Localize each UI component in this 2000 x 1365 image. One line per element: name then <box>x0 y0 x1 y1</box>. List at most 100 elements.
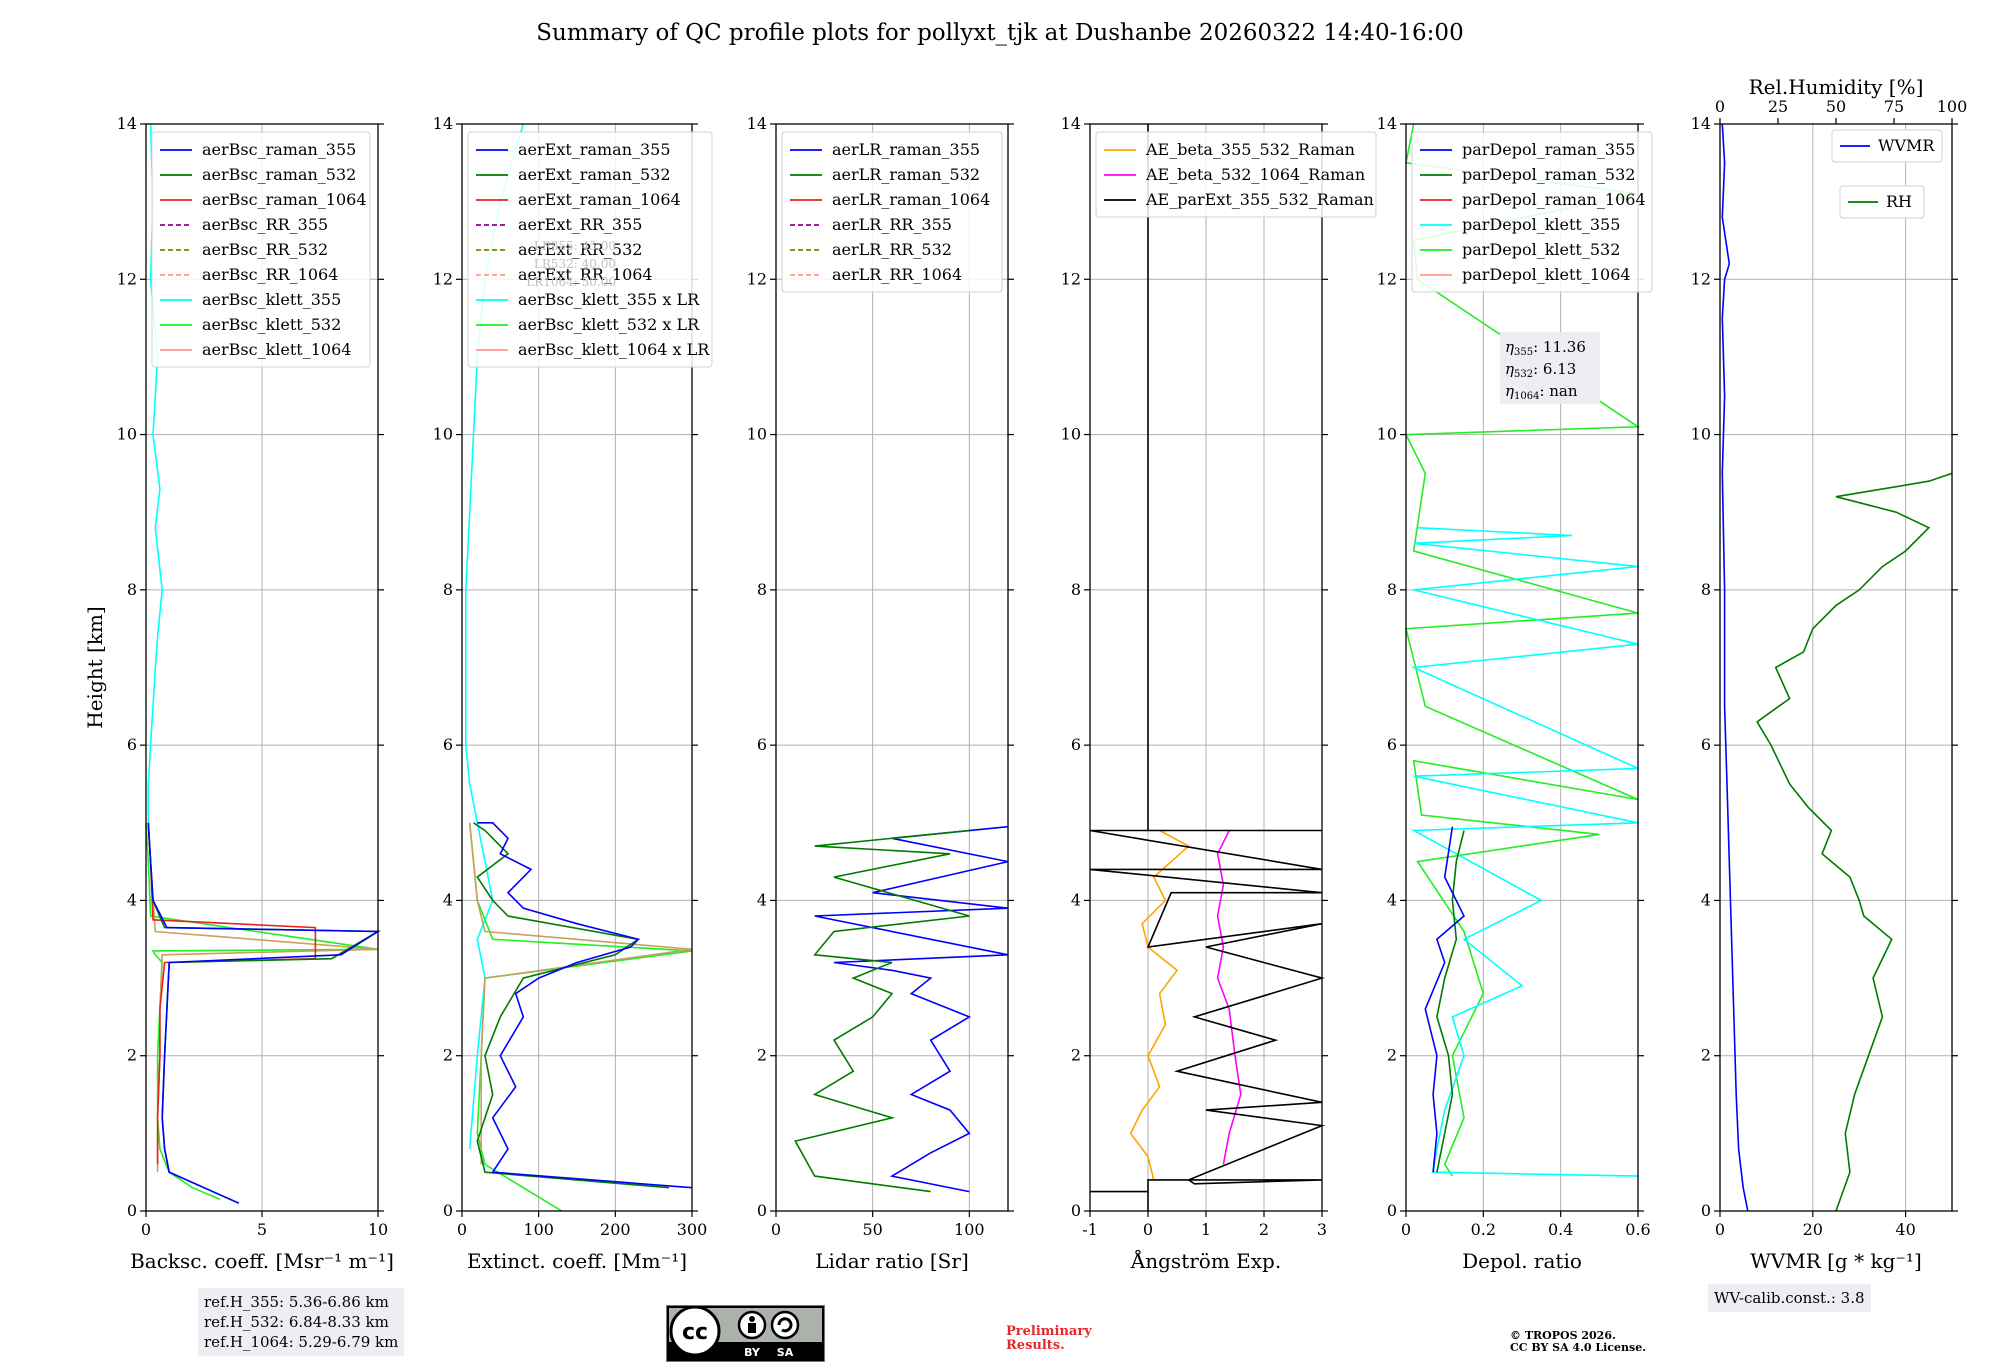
y-tick-label: 10 <box>747 425 767 444</box>
legend-box <box>1831 129 1943 163</box>
y-tick-label: 14 <box>1061 114 1081 133</box>
by-person-head <box>749 1316 755 1322</box>
axes-frame <box>1405 123 1639 1212</box>
y-tick-label: 4 <box>1701 890 1711 909</box>
ref-height-1064: ref.H_1064: 5.29-6.79 km <box>204 1333 399 1351</box>
y-tick-label: 2 <box>1701 1046 1711 1065</box>
y-tick-label: 8 <box>1071 580 1081 599</box>
y-tick-label: 10 <box>1061 425 1081 444</box>
eta-box <box>1500 332 1600 404</box>
legend-label: aerBsc_klett_532 <box>202 315 341 334</box>
legend-label: parDepol_raman_532 <box>1462 165 1635 184</box>
y-tick-label: 0 <box>1387 1201 1397 1220</box>
legend-box <box>1411 131 1653 293</box>
y-tick-label: 0 <box>757 1201 767 1220</box>
legend-box <box>1095 131 1377 218</box>
series-line-RH <box>1756 472 1953 1212</box>
sa-arrow-icon <box>777 1317 793 1333</box>
series-line-AE_beta_355_532_Raman <box>1129 829 1190 1181</box>
y-tick-label: 14 <box>747 114 767 133</box>
legend-label: parDepol_klett_1064 <box>1462 265 1631 284</box>
legend-label: aerBsc_raman_1064 <box>202 190 367 209</box>
y-tick-label: 6 <box>443 735 453 754</box>
y-tick-label: 6 <box>1701 735 1711 754</box>
series-line-aerLR_raman_355 <box>814 825 1009 1193</box>
panel-extinction <box>456 123 713 1217</box>
y-axis-label: Height [km] <box>83 606 107 728</box>
y-tick-label: 14 <box>1691 114 1711 133</box>
x-tick-label: 0 <box>1715 1220 1725 1239</box>
cc-logo-icon <box>669 1305 721 1357</box>
y-tick-label: 4 <box>757 890 767 909</box>
y-tick-label: 2 <box>443 1046 453 1065</box>
y-tick-label: 4 <box>443 890 453 909</box>
series-line-klett_532 <box>468 822 693 1212</box>
y-tick-label: 6 <box>127 735 137 754</box>
legend-label: aerLR_RR_1064 <box>832 265 962 284</box>
legend-label: aerBsc_raman_532 <box>202 165 356 184</box>
legend-label: aerBsc_RR_1064 <box>202 265 338 284</box>
x-tick-label: 0.6 <box>1625 1220 1650 1239</box>
x-axis-label: WVMR [g * kg⁻¹] <box>1750 1249 1922 1273</box>
lr-note: LR355: 45.00 <box>534 239 616 253</box>
legend-label: parDepol_klett_355 <box>1462 215 1620 234</box>
sa-share-icon <box>770 1310 800 1340</box>
panel-water_vapor <box>1714 118 1958 1217</box>
y-tick-label: 12 <box>747 269 767 288</box>
y-tick-label: 2 <box>1387 1046 1397 1065</box>
y-tick-label: 10 <box>1691 425 1711 444</box>
figure-title: Summary of QC profile plots for pollyxt_… <box>536 20 1464 46</box>
lr-note: LR532: 40.00 <box>534 257 616 271</box>
x-tick-label: 20 <box>1803 1220 1823 1239</box>
reference-height-box: ref.H_355: 5.36-6.86 km ref.H_532: 6.84-… <box>198 1288 405 1356</box>
x-tick-label: 0.4 <box>1548 1220 1573 1239</box>
y-tick-label: 6 <box>1387 735 1397 754</box>
axes-frame <box>461 123 693 1212</box>
panel-lidar_ratio <box>770 123 1014 1217</box>
x-tick-label: 0 <box>141 1220 151 1239</box>
y-tick-label: 12 <box>1691 269 1711 288</box>
top-x-tick-label: 25 <box>1768 97 1788 116</box>
cc-logo-text: cc <box>682 1320 708 1345</box>
x-axis-label: Lidar ratio [Sr] <box>815 1249 969 1273</box>
x-tick-label: -1 <box>1082 1220 1098 1239</box>
x-tick-label: 0 <box>457 1220 467 1239</box>
x-tick-label: 300 <box>677 1220 708 1239</box>
preliminary-line-2: Results. <box>1006 1338 1065 1353</box>
y-tick-label: 6 <box>1071 735 1081 754</box>
legend-label: aerLR_RR_532 <box>832 240 952 259</box>
top-axis-label: Rel.Humidity [%] <box>1749 75 1924 99</box>
legend-box <box>1839 185 1925 219</box>
legend-label: AE_parExt_355_532_Raman <box>1145 190 1374 209</box>
wv-calibration-box: WV-calib.const.: 3.8 <box>1708 1284 1871 1312</box>
by-person-body <box>748 1323 756 1333</box>
legend-label: RH <box>1886 192 1912 211</box>
x-tick-label: 2 <box>1259 1220 1269 1239</box>
legend-label: aerExt_RR_355 <box>518 215 642 234</box>
legend-label: aerLR_RR_355 <box>832 215 952 234</box>
y-tick-label: 2 <box>757 1046 767 1065</box>
copyright-line-1: © TROPOS 2026. <box>1510 1329 1616 1342</box>
legend-label: aerBsc_klett_355 x LR <box>518 290 700 309</box>
y-tick-label: 10 <box>1377 425 1397 444</box>
y-tick-label: 12 <box>433 269 453 288</box>
series-line-parDepol_klett_355 <box>1410 526 1639 1177</box>
legend-label: aerBsc_klett_532 x LR <box>518 315 700 334</box>
legend-label: parDepol_raman_355 <box>1462 140 1635 159</box>
y-tick-label: 12 <box>1061 269 1081 288</box>
by-label: BY <box>744 1346 761 1359</box>
y-tick-label: 8 <box>1387 580 1397 599</box>
y-tick-label: 12 <box>117 269 137 288</box>
x-tick-label: 0.2 <box>1471 1220 1496 1239</box>
sa-label: SA <box>777 1346 794 1359</box>
x-axis-label: Ångström Exp. <box>1130 1248 1281 1273</box>
legend-label: AE_beta_355_532_Raman <box>1145 140 1355 159</box>
series-line-parDepol_raman_355 <box>1424 826 1465 1173</box>
legend-label: aerBsc_RR_532 <box>202 240 328 259</box>
x-tick-label: 200 <box>600 1220 631 1239</box>
y-tick-label: 14 <box>117 114 137 133</box>
legend-label: aerBsc_RR_355 <box>202 215 328 234</box>
legend-box <box>151 131 371 368</box>
legend-label: aerLR_raman_355 <box>832 140 980 159</box>
series-line-raman_355 <box>477 821 693 1189</box>
